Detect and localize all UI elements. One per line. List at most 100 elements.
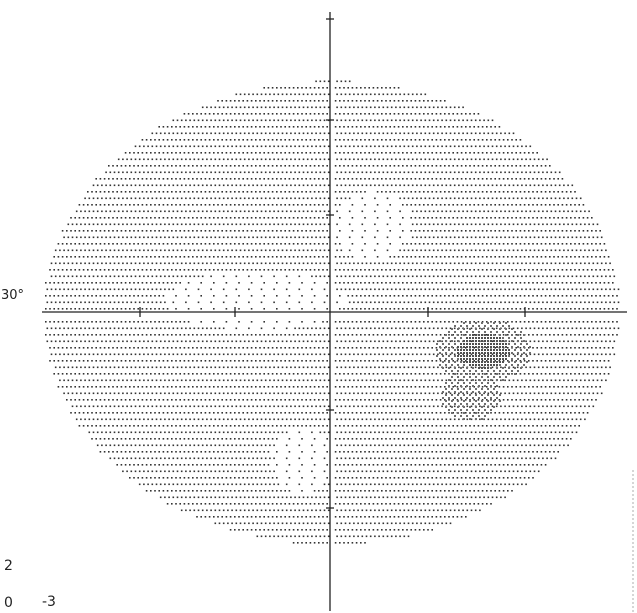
field-dot [315,379,317,382]
field-dot [353,262,355,265]
field-dot [479,262,481,265]
field-dot [263,165,265,167]
field-dot [319,119,322,122]
field-dot [234,191,236,193]
field-dot [196,126,198,128]
field-dot [193,119,196,122]
field-dot [483,210,485,213]
field-dot [218,236,221,239]
field-dot [84,340,86,343]
field-dot [137,269,139,271]
field-dot [462,379,464,382]
field-dot [92,327,95,330]
field-dot [92,236,95,239]
field-dot [386,327,389,330]
field-dot [479,145,481,148]
field-dot [507,282,509,284]
field-dot [133,152,135,154]
field-dot [66,256,68,258]
field-dot [187,334,190,336]
field-dot [259,386,261,388]
field-dot [515,308,517,310]
field-dot [565,308,568,310]
field-dot [281,93,284,96]
field-dot [500,262,502,265]
field-dot [486,282,488,284]
field-dot [586,256,589,258]
field-dot [284,204,286,206]
field-dot [542,262,544,265]
field-dot [533,210,536,213]
field-dot [603,256,606,258]
field-dot [276,321,278,323]
field-dot [145,334,148,336]
field-dot [500,223,502,226]
field-dot [133,217,135,219]
field-dot [206,236,208,239]
field-dot [101,197,103,200]
field-dot [326,386,328,388]
field-dot [452,373,454,375]
field-dot [323,262,326,265]
field-dot [264,106,267,109]
field-dot [234,386,236,388]
field-dot [222,145,225,148]
field-dot [529,223,532,226]
field-dot [248,132,250,135]
field-dot [448,139,450,141]
field-dot [150,243,152,245]
field-dot [365,366,368,369]
field-dot [168,275,170,278]
field-dot [460,165,463,167]
field-dot [180,223,183,226]
field-dot [327,106,330,109]
field-dot [490,191,492,193]
field-dot [418,204,421,206]
field-dot [53,256,55,258]
field-dot [255,243,257,245]
field-dot [154,256,156,258]
field-dot [334,373,337,375]
field-dot [185,262,187,265]
field-dot [242,243,244,245]
field-dot [154,321,156,323]
field-dot [414,178,417,180]
field-dot [185,327,187,330]
field-dot [322,360,324,362]
field-dot [521,301,523,304]
field-dot [507,347,509,349]
field-dot [515,191,517,193]
field-dot [319,210,322,213]
field-dot [306,158,309,161]
field-dot [334,165,337,167]
field-dot [126,301,128,304]
field-dot [297,347,299,349]
field-dot [116,165,118,167]
field-dot [588,262,590,265]
field-dot [66,360,68,362]
field-dot [298,236,301,239]
field-dot [483,184,485,187]
field-dot [71,288,74,291]
field-dot [246,243,249,245]
field-dot [444,204,446,206]
field-dot [129,256,131,258]
field-dot [276,308,278,310]
field-dot [187,269,190,271]
field-dot [591,282,593,284]
field-dot [243,93,246,96]
field-dot [360,360,362,362]
field-dot [523,282,526,284]
field-dot [99,282,102,284]
field-dot [180,119,183,122]
field-dot [399,106,401,109]
field-dot [124,308,127,310]
field-dot [344,132,347,135]
field-dot [603,321,606,323]
field-dot [311,249,313,252]
field-dot [423,321,425,323]
field-dot [263,386,265,388]
field-dot [542,327,544,330]
field-dot [113,197,116,200]
field-dot [281,340,284,343]
